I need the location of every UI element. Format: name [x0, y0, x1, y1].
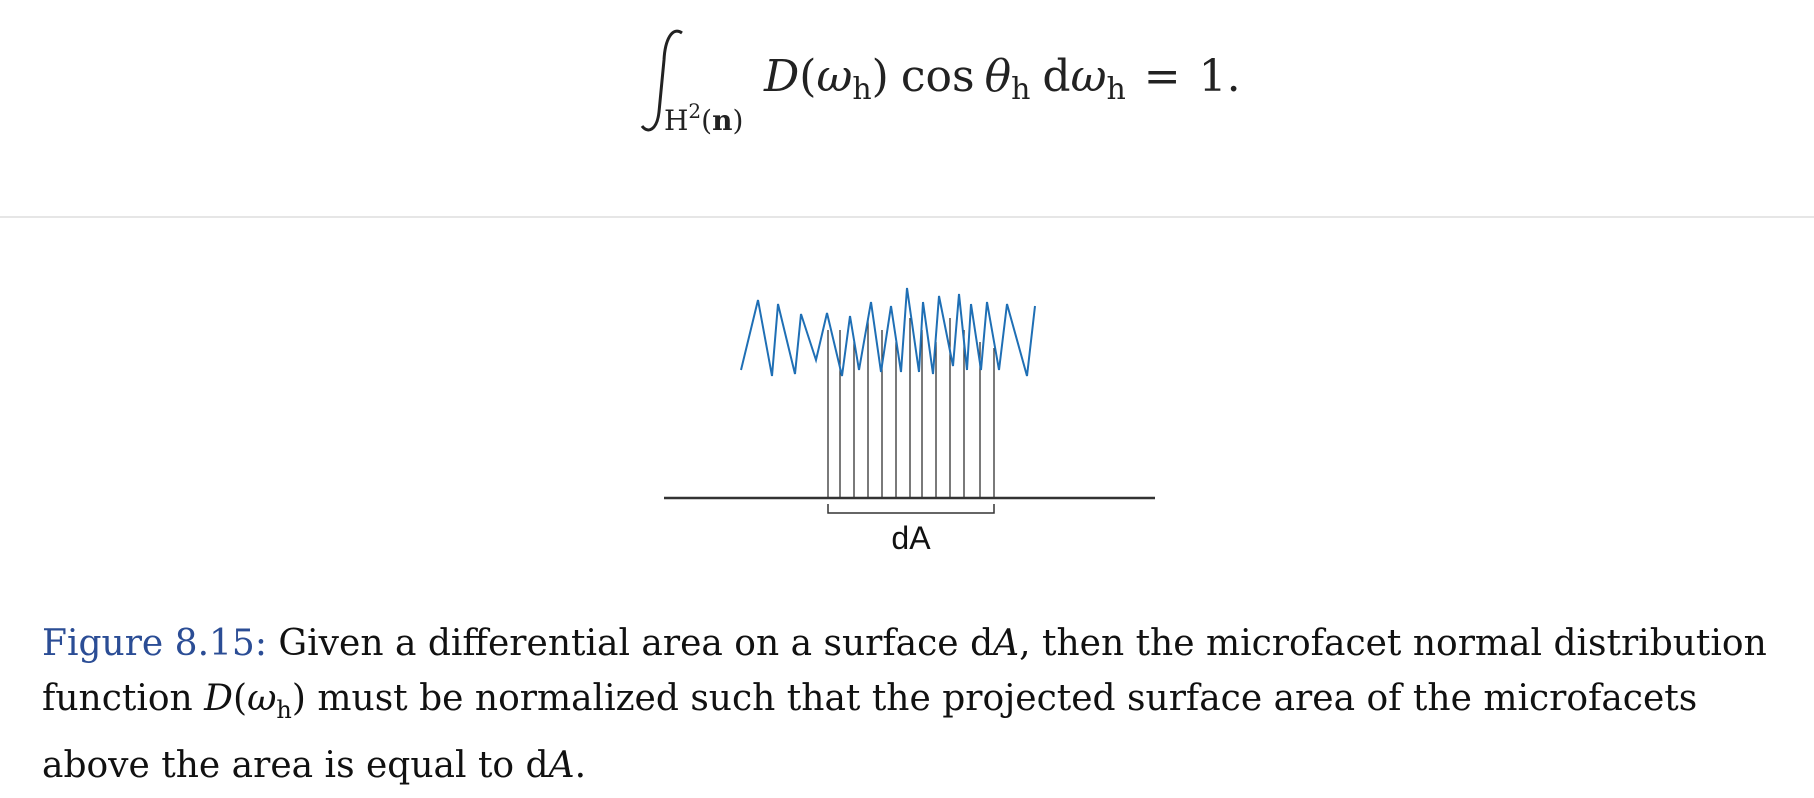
- eq-close-paren: ): [872, 51, 889, 102]
- caption-dA-2: dA: [526, 745, 575, 786]
- caption-D-omega: D(ωh): [204, 678, 306, 724]
- caption-dA2-d: d: [525, 745, 549, 787]
- eq-omega-2: ω: [1071, 51, 1107, 102]
- caption-dA-d: d: [970, 623, 994, 664]
- eq-cos: cos: [901, 51, 975, 102]
- caption-text-1: Given a differential area on a surface: [266, 623, 971, 664]
- eq-theta: θ: [985, 51, 1012, 102]
- equation-svg: H2(n) D(ωh) cos θh dωh = 1.: [640, 29, 1241, 137]
- domain-close: ): [732, 104, 743, 137]
- eq-sub-h-1: h: [852, 72, 871, 107]
- domain-H: H: [664, 104, 688, 137]
- eq-one: 1.: [1199, 51, 1241, 102]
- caption-paren-open: (: [233, 678, 248, 719]
- eq-d: d: [1042, 51, 1070, 102]
- eq-equals: =: [1144, 51, 1181, 102]
- caption-D: D: [204, 678, 234, 719]
- caption-sub-h: h: [276, 696, 292, 725]
- eq-omega-1: ω: [816, 51, 852, 102]
- normalization-equation: H2(n) D(ωh) cos θh dωh = 1.: [0, 0, 1814, 218]
- figure-caption: Figure 8.15: Given a differential area o…: [42, 616, 1802, 793]
- caption-dA2-A: A: [548, 745, 575, 787]
- eq-open-paren: (: [799, 51, 816, 102]
- eq-sub-h-2: h: [1011, 72, 1030, 107]
- area-bracket: [827, 504, 995, 514]
- figure-block: dA Figure 8.15: Given a differential are…: [0, 218, 1814, 798]
- eq-sub-h-3: h: [1106, 72, 1125, 107]
- svg-text:H2(n): H2(n): [664, 99, 743, 137]
- microfacet-diagram: dA: [664, 287, 1155, 556]
- microfacet-surface: [740, 287, 1036, 377]
- caption-text-3: must be normalized such that the project…: [42, 678, 1698, 787]
- caption-text-2: , then the microfacet normal distributio…: [42, 623, 1767, 719]
- integral-sign: [640, 29, 683, 132]
- domain-n: n: [712, 104, 732, 137]
- caption-omega: ω: [247, 678, 277, 719]
- caption-label: Figure 8.15:: [42, 623, 267, 664]
- caption-dA-A: A: [993, 623, 1020, 664]
- eq-D: D: [763, 51, 799, 102]
- caption-dA-1: dA: [970, 623, 1019, 664]
- domain-sup: 2: [688, 99, 701, 123]
- area-label: dA: [891, 520, 931, 556]
- caption-end: .: [574, 745, 587, 787]
- caption-paren-close: ): [291, 678, 306, 719]
- domain-open: (: [701, 104, 712, 137]
